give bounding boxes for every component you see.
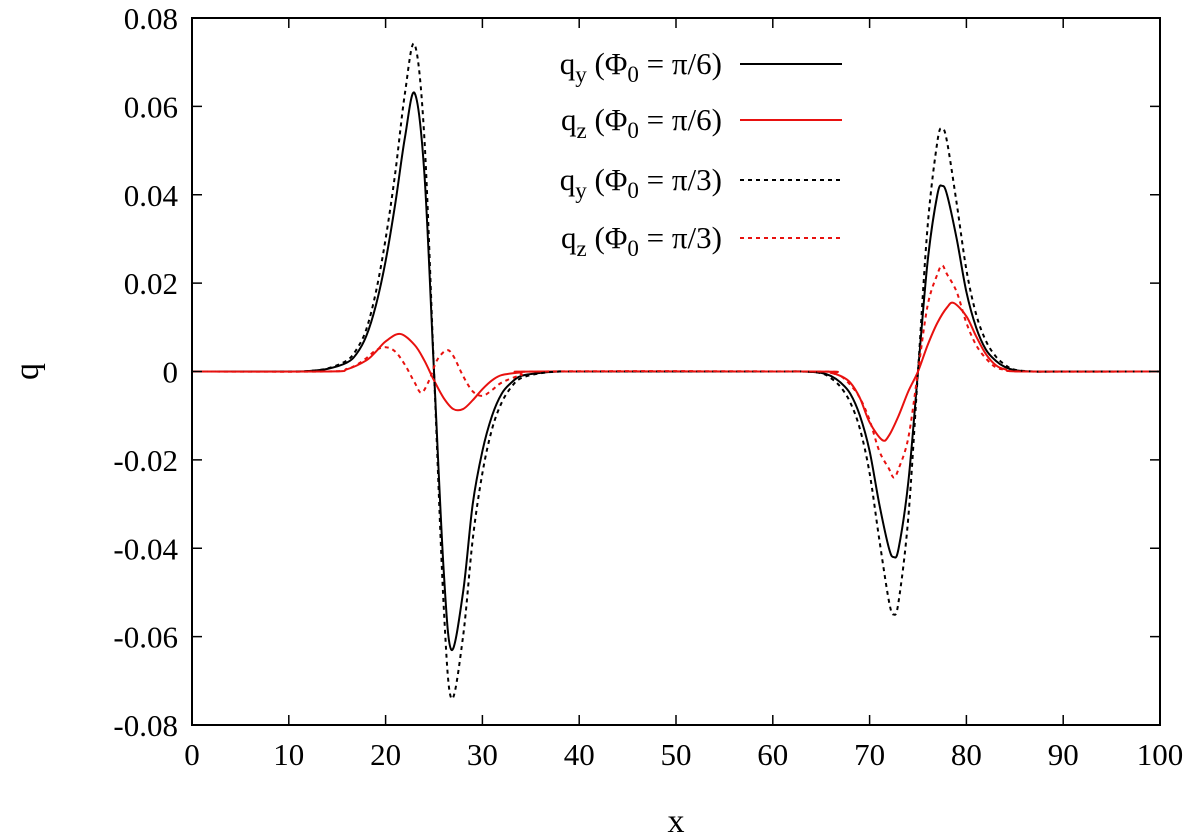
series-line-4 [191, 264, 1161, 479]
y-axis-label: q [9, 363, 46, 380]
y-tick-label: -0.02 [113, 443, 178, 478]
x-axis-label: x [668, 803, 685, 838]
x-tick-label: 0 [184, 737, 200, 772]
x-tick-label: 30 [467, 737, 498, 772]
x-tick-label: 60 [757, 737, 788, 772]
legend-label-1: qy (Φ0 = π/6) [560, 46, 722, 87]
y-tick-label: 0.04 [124, 178, 179, 213]
y-tick-label: 0 [163, 355, 179, 390]
x-tick-label: 100 [1137, 737, 1184, 772]
x-tick-label: 80 [951, 737, 982, 772]
x-tick-label: 20 [370, 737, 401, 772]
x-tick-label: 40 [564, 737, 595, 772]
y-tick-label: 0.06 [124, 89, 178, 124]
y-tick-label: -0.04 [113, 531, 178, 566]
legend-label-3: qy (Φ0 = π/3) [560, 162, 722, 203]
y-tick-label: 0.02 [124, 266, 178, 301]
tick-layer: 0 10 20 30 40 50 60 70 80 90 1000.080.060.040.020-… [113, 1, 1183, 772]
legend-label-2: qz (Φ0 = π/6) [561, 102, 722, 143]
legend: qy (Φ0 = π/6) qz (Φ0 = π/6) qy (Φ0 = π/3) q… [560, 46, 842, 261]
y-tick-label: -0.06 [113, 620, 178, 655]
x-tick-label: 70 [854, 737, 885, 772]
x-tick-label: 10 [273, 737, 304, 772]
series-layer [191, 42, 1161, 700]
x-tick-label: 50 [661, 737, 692, 772]
y-tick-label: 0.08 [124, 1, 178, 36]
x-tick-label: 90 [1048, 737, 1079, 772]
legend-label-4: qz (Φ0 = π/3) [561, 220, 722, 261]
y-tick-label: -0.08 [113, 708, 178, 743]
